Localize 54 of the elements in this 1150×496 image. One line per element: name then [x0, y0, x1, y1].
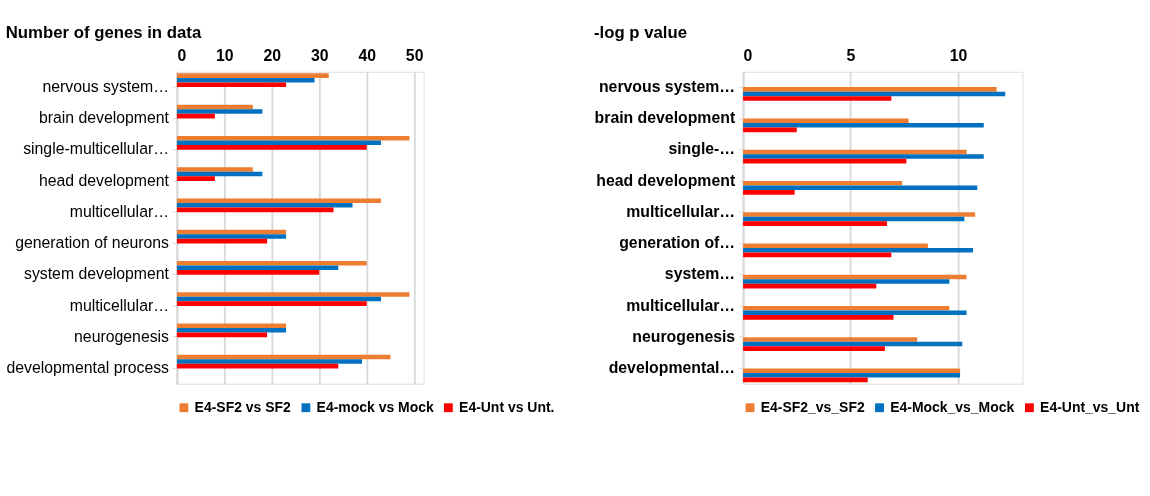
y-tick-label: developmental process — [6, 359, 170, 377]
x-tick-label: 5 — [846, 47, 856, 65]
legend-label: E4-mock vs Mock — [316, 399, 434, 416]
x-tick-label: 50 — [405, 47, 424, 65]
legend-label: E4-Unt vs Unt. — [459, 399, 555, 416]
bar — [176, 265, 339, 271]
bar — [176, 234, 287, 239]
x-tick-label: 0 — [743, 47, 753, 65]
y-tick-label: multicellular… — [69, 296, 170, 314]
bar — [176, 301, 367, 306]
y-tick-label: single-multicellular… — [23, 140, 170, 158]
y-tick-label: head development — [596, 171, 736, 189]
bar — [176, 140, 381, 146]
x-tick-label: 10 — [949, 47, 968, 65]
bar — [176, 73, 329, 78]
bar — [176, 292, 410, 297]
bar — [176, 176, 215, 181]
legend-label: E4-SF2_vs_SF2 — [760, 399, 865, 416]
y-tick-label: neurogenesis — [74, 327, 170, 345]
y-tick-label: system development — [23, 265, 170, 283]
bar — [176, 167, 253, 172]
bar — [176, 198, 381, 203]
y-tick-label: brain development — [594, 109, 736, 127]
bar — [176, 359, 362, 364]
bar — [176, 202, 353, 208]
y-tick-label: brain development — [38, 109, 170, 127]
y-tick-label: generation of neurons — [15, 234, 170, 252]
legend-label: E4-SF2 vs SF2 — [194, 399, 292, 416]
y-tick-label: system… — [664, 265, 736, 283]
y-tick-label: multicellular… — [626, 296, 736, 314]
bar — [176, 323, 287, 329]
y-tick-label: head development — [38, 171, 170, 189]
bar — [176, 109, 263, 114]
bar — [176, 270, 320, 275]
x-tick-label: 10 — [216, 47, 234, 65]
legend-label: E4-Unt_vs_Unt — [1040, 399, 1140, 416]
y-tick-label: neurogenesis — [632, 327, 736, 345]
chart-title: Number of genes in data — [5, 23, 202, 43]
x-tick-label: 30 — [310, 47, 329, 65]
chart-title: -log p value — [593, 23, 688, 43]
y-tick-label: nervous system… — [598, 77, 736, 95]
y-tick-label: multicellular… — [69, 202, 170, 220]
y-tick-label: single-… — [668, 140, 736, 158]
bar — [176, 328, 287, 333]
y-tick-label: nervous system… — [42, 77, 170, 95]
x-tick-label: 20 — [263, 47, 282, 65]
y-tick-label: multicellular… — [626, 202, 736, 220]
bar — [176, 145, 367, 150]
y-tick-label: developmental… — [608, 359, 736, 377]
legend-label: E4-Mock_vs_Mock — [890, 399, 1015, 416]
x-tick-label: 40 — [358, 47, 377, 65]
x-tick-label: 0 — [177, 47, 187, 65]
y-tick-label: generation of… — [619, 234, 736, 252]
bar — [176, 77, 315, 83]
